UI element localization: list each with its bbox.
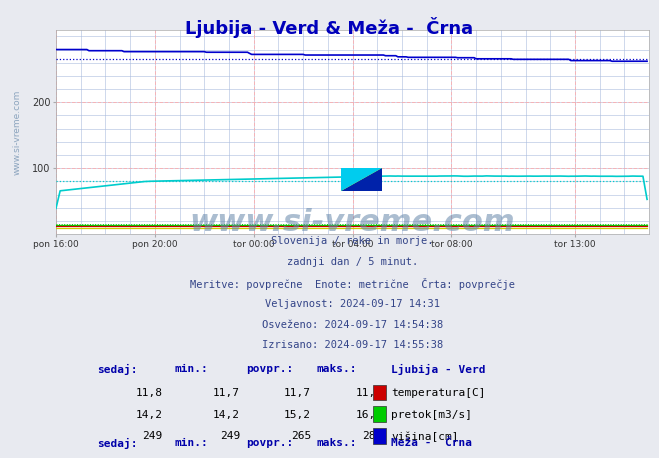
Text: www.si-vreme.com: www.si-vreme.com bbox=[13, 89, 22, 174]
Text: 15,2: 15,2 bbox=[284, 409, 311, 420]
Text: 14,2: 14,2 bbox=[213, 409, 240, 420]
Text: Meritve: povprečne  Enote: metrične  Črta: povprečje: Meritve: povprečne Enote: metrične Črta:… bbox=[190, 278, 515, 290]
Text: 11,8: 11,8 bbox=[136, 387, 163, 398]
Bar bbox=[373, 407, 386, 422]
Polygon shape bbox=[341, 168, 382, 191]
Text: zadnji dan / 5 minut.: zadnji dan / 5 minut. bbox=[287, 257, 418, 267]
Polygon shape bbox=[341, 168, 382, 191]
Text: 280: 280 bbox=[362, 431, 382, 442]
Text: povpr.:: povpr.: bbox=[246, 438, 293, 448]
Text: 16,1: 16,1 bbox=[355, 409, 382, 420]
Bar bbox=[373, 428, 386, 444]
Text: maks.:: maks.: bbox=[317, 364, 357, 374]
Text: Ljubija - Verd: Ljubija - Verd bbox=[391, 364, 486, 375]
Text: 11,7: 11,7 bbox=[284, 387, 311, 398]
Text: 14,2: 14,2 bbox=[136, 409, 163, 420]
Text: Osveženo: 2024-09-17 14:54:38: Osveženo: 2024-09-17 14:54:38 bbox=[262, 320, 444, 330]
Text: 11,7: 11,7 bbox=[213, 387, 240, 398]
Bar bbox=[373, 385, 386, 400]
Text: 249: 249 bbox=[219, 431, 240, 442]
Text: 265: 265 bbox=[291, 431, 311, 442]
Text: Meža -  Črna: Meža - Črna bbox=[391, 438, 472, 448]
Text: min.:: min.: bbox=[175, 438, 208, 448]
Text: sedaj:: sedaj: bbox=[98, 438, 138, 449]
Text: pretok[m3/s]: pretok[m3/s] bbox=[391, 409, 472, 420]
Text: Slovenija / reke in morje.: Slovenija / reke in morje. bbox=[272, 236, 434, 246]
Text: temperatura[C]: temperatura[C] bbox=[391, 387, 486, 398]
Text: Veljavnost: 2024-09-17 14:31: Veljavnost: 2024-09-17 14:31 bbox=[265, 299, 440, 309]
Text: Ljubija - Verd & Meža -  Črna: Ljubija - Verd & Meža - Črna bbox=[185, 17, 474, 38]
Text: 249: 249 bbox=[142, 431, 163, 442]
Text: sedaj:: sedaj: bbox=[98, 364, 138, 375]
Text: Izrisano: 2024-09-17 14:55:38: Izrisano: 2024-09-17 14:55:38 bbox=[262, 340, 444, 350]
Text: min.:: min.: bbox=[175, 364, 208, 374]
Text: www.si-vreme.com: www.si-vreme.com bbox=[190, 208, 515, 237]
Text: 11,8: 11,8 bbox=[355, 387, 382, 398]
Text: povpr.:: povpr.: bbox=[246, 364, 293, 374]
Bar bbox=[341, 168, 382, 191]
Text: maks.:: maks.: bbox=[317, 438, 357, 448]
Text: višina[cm]: višina[cm] bbox=[391, 431, 459, 442]
